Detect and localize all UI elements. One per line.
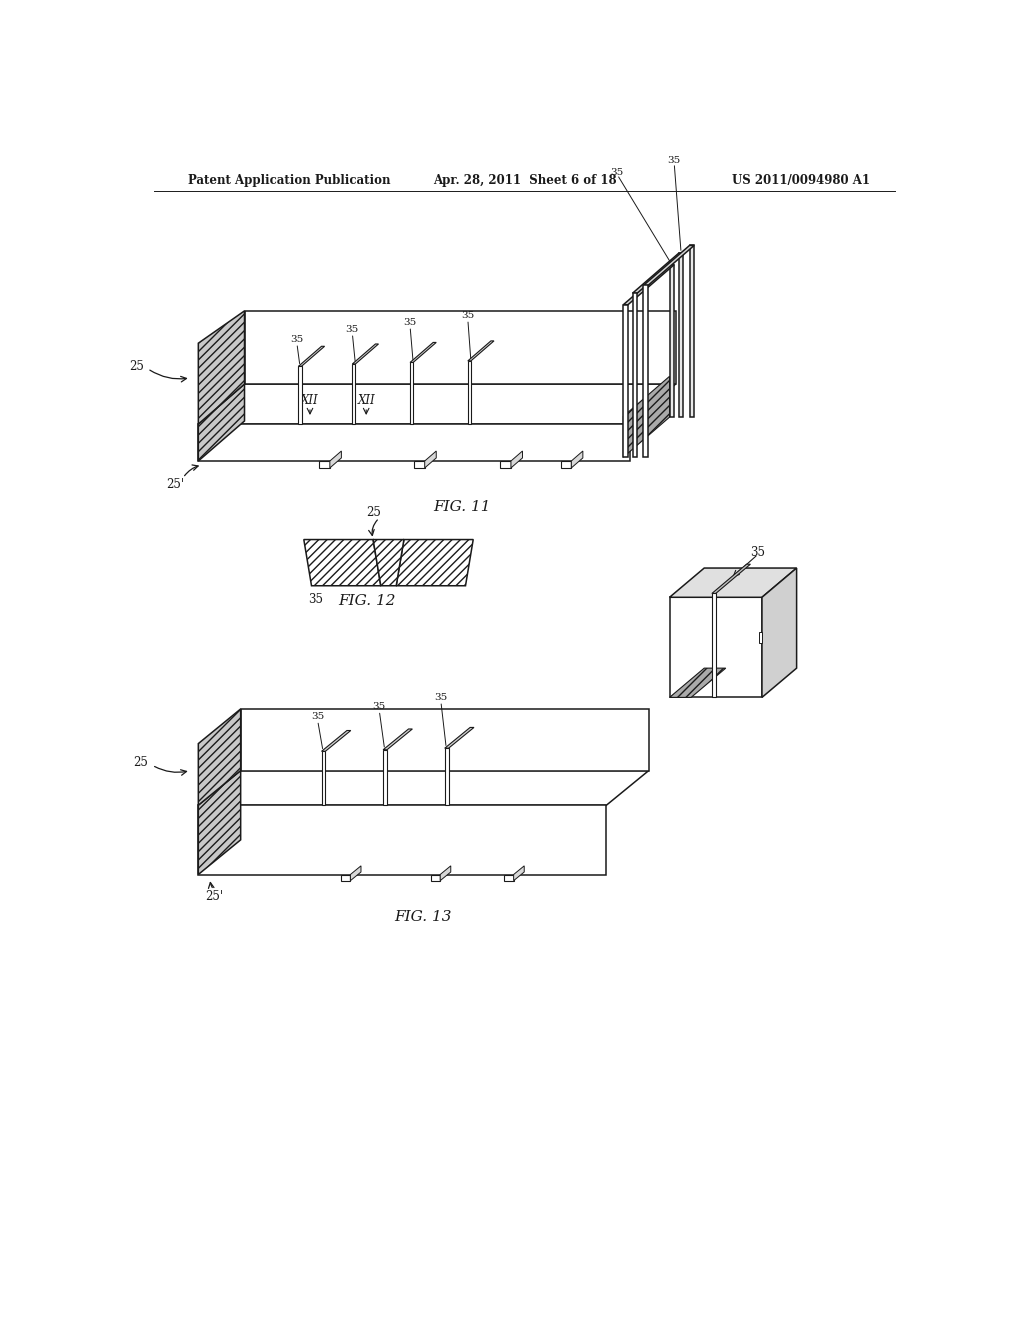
- Polygon shape: [514, 866, 524, 880]
- Polygon shape: [410, 363, 413, 424]
- Polygon shape: [330, 451, 341, 469]
- Text: 25': 25': [166, 478, 184, 491]
- Polygon shape: [633, 253, 683, 293]
- Text: 35: 35: [346, 325, 359, 334]
- Polygon shape: [396, 540, 473, 586]
- Text: Apr. 28, 2011  Sheet 6 of 18: Apr. 28, 2011 Sheet 6 of 18: [433, 174, 616, 187]
- Text: 35: 35: [308, 593, 323, 606]
- Polygon shape: [319, 461, 330, 469]
- Polygon shape: [431, 875, 440, 880]
- Polygon shape: [241, 709, 649, 771]
- Text: FIG. 13: FIG. 13: [394, 909, 452, 924]
- Text: 35: 35: [311, 713, 325, 721]
- Text: FIG. 11: FIG. 11: [433, 500, 490, 515]
- Polygon shape: [762, 568, 797, 697]
- Polygon shape: [352, 345, 379, 364]
- Polygon shape: [410, 342, 436, 363]
- Polygon shape: [383, 729, 413, 750]
- Polygon shape: [199, 771, 649, 805]
- Text: 35: 35: [610, 168, 624, 177]
- Text: 35: 35: [461, 312, 474, 319]
- Polygon shape: [199, 384, 676, 424]
- Polygon shape: [624, 305, 628, 457]
- Polygon shape: [350, 866, 361, 880]
- Text: 25': 25': [205, 890, 223, 903]
- Polygon shape: [199, 709, 241, 805]
- Polygon shape: [468, 360, 471, 424]
- Text: Patent Application Publication: Patent Application Publication: [188, 174, 391, 187]
- Polygon shape: [505, 875, 514, 880]
- Polygon shape: [670, 598, 762, 697]
- Text: 25: 25: [129, 360, 144, 372]
- Polygon shape: [689, 246, 694, 417]
- Polygon shape: [643, 246, 694, 285]
- Polygon shape: [444, 748, 449, 805]
- Polygon shape: [199, 312, 245, 424]
- Polygon shape: [298, 367, 301, 424]
- Polygon shape: [373, 540, 403, 586]
- Polygon shape: [571, 451, 583, 469]
- Polygon shape: [560, 461, 571, 469]
- Text: 25: 25: [366, 506, 381, 519]
- Polygon shape: [199, 771, 241, 875]
- Text: 35: 35: [403, 318, 417, 327]
- Polygon shape: [440, 866, 451, 880]
- Polygon shape: [304, 540, 381, 586]
- Polygon shape: [712, 594, 716, 697]
- Text: XII: XII: [301, 395, 318, 408]
- Polygon shape: [624, 264, 674, 305]
- Polygon shape: [245, 312, 676, 384]
- Text: 35: 35: [373, 702, 386, 711]
- Polygon shape: [670, 264, 674, 417]
- Polygon shape: [199, 805, 606, 875]
- Text: 35: 35: [434, 693, 447, 702]
- Polygon shape: [444, 727, 474, 748]
- Polygon shape: [425, 451, 436, 469]
- Text: XII: XII: [357, 395, 375, 408]
- Polygon shape: [414, 461, 425, 469]
- Polygon shape: [352, 364, 355, 424]
- Text: 35: 35: [290, 335, 303, 343]
- Polygon shape: [759, 632, 762, 643]
- Polygon shape: [322, 730, 351, 751]
- Polygon shape: [624, 376, 670, 457]
- Polygon shape: [670, 568, 797, 598]
- Text: FIG. 12: FIG. 12: [339, 594, 396, 609]
- Polygon shape: [298, 346, 325, 367]
- Text: 35: 35: [751, 546, 766, 560]
- Text: 25: 25: [133, 756, 148, 770]
- Polygon shape: [633, 293, 637, 457]
- Text: US 2011/0094980 A1: US 2011/0094980 A1: [732, 174, 869, 187]
- Polygon shape: [199, 424, 630, 461]
- Polygon shape: [199, 384, 245, 461]
- Polygon shape: [670, 668, 726, 697]
- Polygon shape: [383, 750, 387, 805]
- Polygon shape: [712, 564, 751, 594]
- Polygon shape: [679, 253, 683, 417]
- Polygon shape: [341, 875, 350, 880]
- Text: 35: 35: [668, 156, 681, 165]
- Polygon shape: [643, 285, 648, 457]
- Polygon shape: [500, 461, 511, 469]
- Polygon shape: [322, 751, 326, 805]
- Polygon shape: [468, 341, 494, 360]
- Polygon shape: [511, 451, 522, 469]
